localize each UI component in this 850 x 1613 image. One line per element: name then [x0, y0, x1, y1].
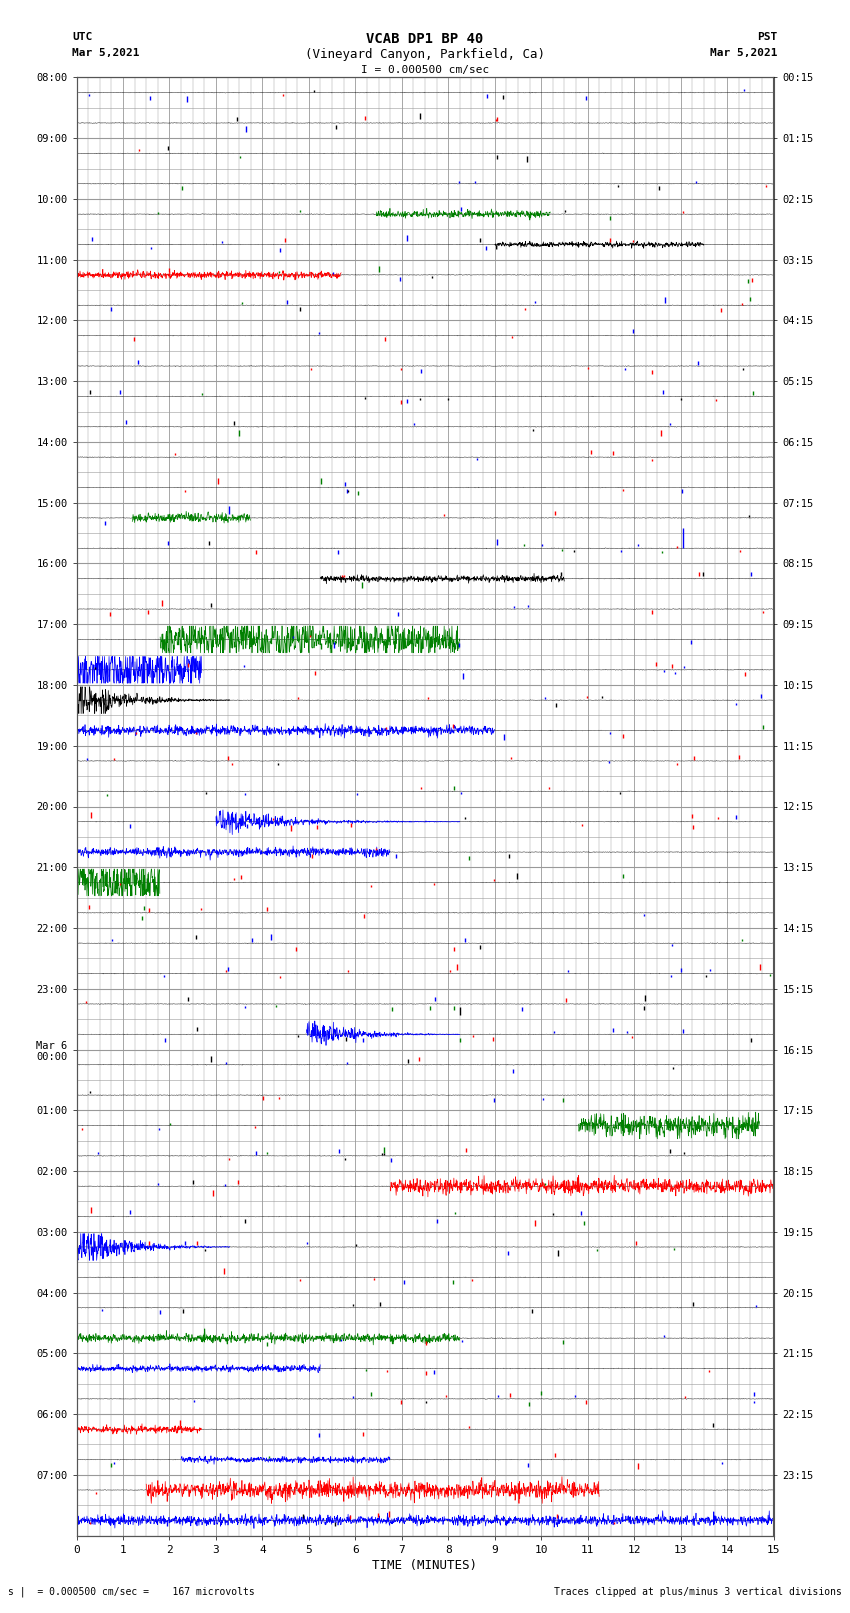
Text: UTC: UTC — [72, 32, 93, 42]
Text: (Vineyard Canyon, Parkfield, Ca): (Vineyard Canyon, Parkfield, Ca) — [305, 48, 545, 61]
Text: I = 0.000500 cm/sec: I = 0.000500 cm/sec — [361, 65, 489, 74]
Text: VCAB DP1 BP 40: VCAB DP1 BP 40 — [366, 32, 484, 47]
Text: Mar 5,2021: Mar 5,2021 — [711, 48, 778, 58]
Text: s |  = 0.000500 cm/sec =    167 microvolts: s | = 0.000500 cm/sec = 167 microvolts — [8, 1586, 255, 1597]
Text: Traces clipped at plus/minus 3 vertical divisions: Traces clipped at plus/minus 3 vertical … — [553, 1587, 842, 1597]
Text: Mar 5,2021: Mar 5,2021 — [72, 48, 139, 58]
X-axis label: TIME (MINUTES): TIME (MINUTES) — [372, 1558, 478, 1571]
Text: PST: PST — [757, 32, 778, 42]
